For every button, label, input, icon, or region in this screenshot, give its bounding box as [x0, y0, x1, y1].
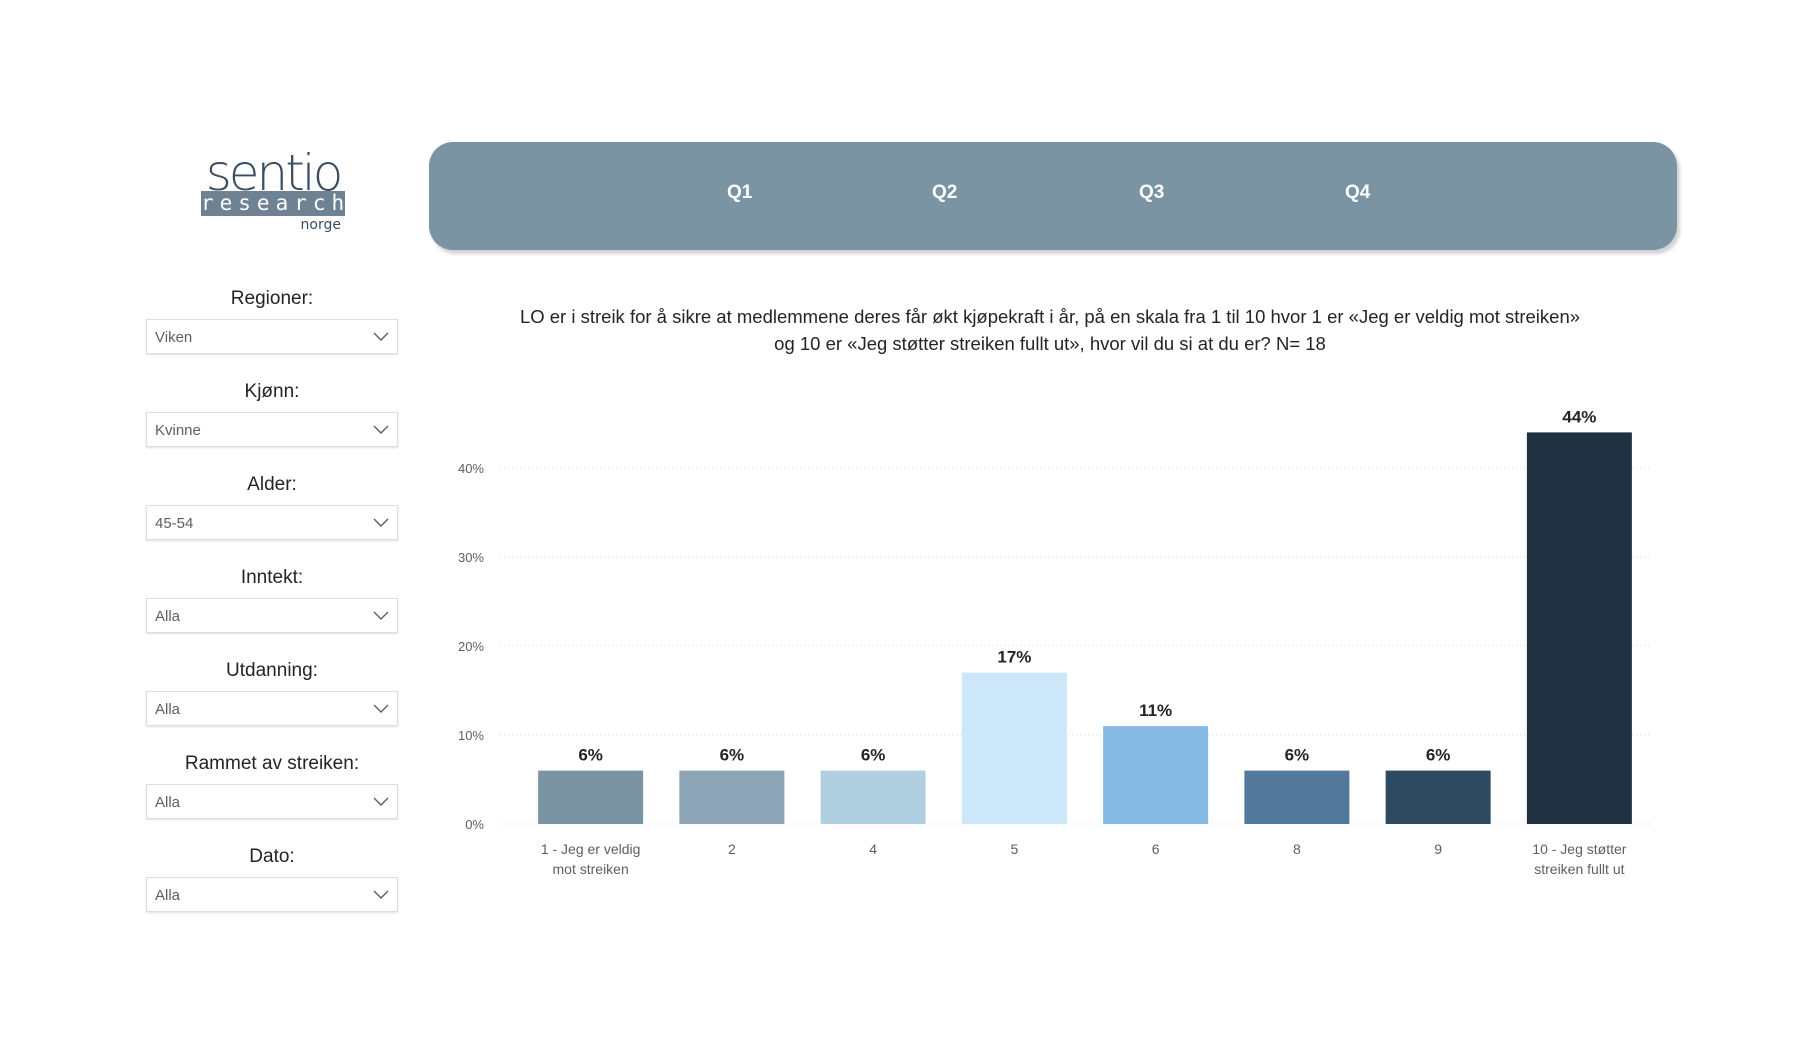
filter-dato: Dato: Alla	[146, 845, 398, 912]
x-tick-label: mot streiken	[553, 861, 629, 877]
bar	[820, 770, 926, 824]
tab-q3[interactable]: Q3	[1139, 182, 1165, 203]
kjonn-dropdown[interactable]: Kvinne	[146, 412, 398, 447]
chevron-down-icon	[373, 518, 389, 527]
data-label: 44%	[1562, 407, 1596, 426]
inntekt-dropdown[interactable]: Alla	[146, 598, 398, 633]
y-tick-label: 30%	[458, 550, 484, 565]
bar	[538, 770, 644, 824]
filter-utdanning: Utdanning: Alla	[146, 659, 398, 726]
x-tick-label: streiken fullt ut	[1534, 861, 1624, 877]
chevron-down-icon	[373, 611, 389, 620]
y-tick-label: 0%	[465, 817, 484, 832]
y-tick-label: 20%	[458, 639, 484, 654]
data-label: 6%	[578, 746, 603, 765]
chart-title-line-1: LO er i streik for å sikre at medlemmene…	[519, 306, 1581, 327]
rammet-av-streiken-dropdown[interactable]: Alla	[146, 784, 398, 819]
alder-dropdown[interactable]: 45-54	[146, 505, 398, 540]
y-tick-label: 40%	[458, 461, 484, 476]
tab-q4[interactable]: Q4	[1345, 182, 1371, 203]
bar	[1103, 726, 1209, 824]
data-label: 17%	[997, 648, 1031, 667]
filter-label: Kjønn:	[244, 381, 300, 402]
x-tick-label: 6	[1152, 841, 1160, 857]
chart-title: LO er i streik for å sikre at medlemmene…	[470, 303, 1630, 357]
filter-kjonn: Kjønn: Kvinne	[146, 380, 398, 447]
logo-subtitle: norge	[300, 217, 341, 233]
bar	[1244, 770, 1350, 824]
data-label: 6%	[861, 746, 886, 765]
bar	[961, 672, 1067, 824]
tab-q1[interactable]: Q1	[727, 182, 753, 203]
dropdown-value: Alla	[155, 887, 181, 904]
sentio-research-logo: sentio research norge	[199, 144, 351, 241]
bar	[679, 770, 785, 824]
data-label: 6%	[720, 746, 745, 765]
filter-label: Inntekt:	[240, 567, 304, 588]
filter-label: Regioner:	[230, 288, 314, 309]
utdanning-dropdown[interactable]: Alla	[146, 691, 398, 726]
question-tab-bar: Q1 Q2 Q3 Q4	[429, 142, 1677, 250]
regioner-dropdown[interactable]: Viken	[146, 319, 398, 354]
x-tick-label: 1 - Jeg er veldig	[541, 841, 641, 857]
logo-wordmark: sentio	[205, 144, 344, 202]
x-tick-label: 9	[1434, 841, 1442, 857]
data-label: 11%	[1139, 701, 1172, 720]
bar	[1526, 432, 1632, 824]
filter-label: Utdanning:	[226, 660, 318, 681]
chevron-down-icon	[373, 332, 389, 341]
tab-q2[interactable]: Q2	[932, 182, 958, 203]
y-tick-label: 10%	[458, 728, 484, 743]
filter-label: Dato:	[249, 846, 295, 867]
chevron-down-icon	[373, 797, 389, 806]
data-label: 6%	[1285, 746, 1310, 765]
filter-alder: Alder: 45-54	[146, 473, 398, 540]
dato-dropdown[interactable]: Alla	[146, 877, 398, 912]
x-tick-label: 5	[1010, 841, 1018, 857]
filter-rammet-av-streiken: Rammet av streiken: Alla	[146, 752, 398, 819]
chevron-down-icon	[373, 890, 389, 899]
logo-band: research	[201, 191, 351, 216]
filter-label: Rammet av streiken:	[184, 753, 360, 774]
x-tick-label: 2	[728, 841, 736, 857]
dropdown-value: Alla	[155, 794, 181, 811]
dropdown-value: Alla	[155, 701, 181, 718]
data-label: 6%	[1426, 746, 1451, 765]
filter-regioner: Regioner: Viken	[146, 287, 398, 354]
x-tick-label: 8	[1293, 841, 1301, 857]
filter-inntekt: Inntekt: Alla	[146, 566, 398, 633]
dropdown-value: Viken	[155, 329, 193, 346]
filter-label: Alder:	[247, 474, 297, 495]
dropdown-value: Kvinne	[155, 422, 201, 439]
dropdown-value: 45-54	[155, 515, 194, 532]
chevron-down-icon	[373, 704, 389, 713]
chart-title-line-2: og 10 er «Jeg støtter streiken fullt ut»…	[774, 333, 1326, 354]
bar	[1385, 770, 1491, 824]
bar-chart: 0% 10% 20% 30% 40% 6% 1 - Jeg er veldig mot str…	[458, 407, 1650, 877]
dropdown-value: Alla	[155, 608, 181, 625]
x-tick-label: 4	[869, 841, 877, 857]
x-tick-label: 10 - Jeg støtter	[1532, 841, 1626, 857]
chevron-down-icon	[373, 425, 389, 434]
